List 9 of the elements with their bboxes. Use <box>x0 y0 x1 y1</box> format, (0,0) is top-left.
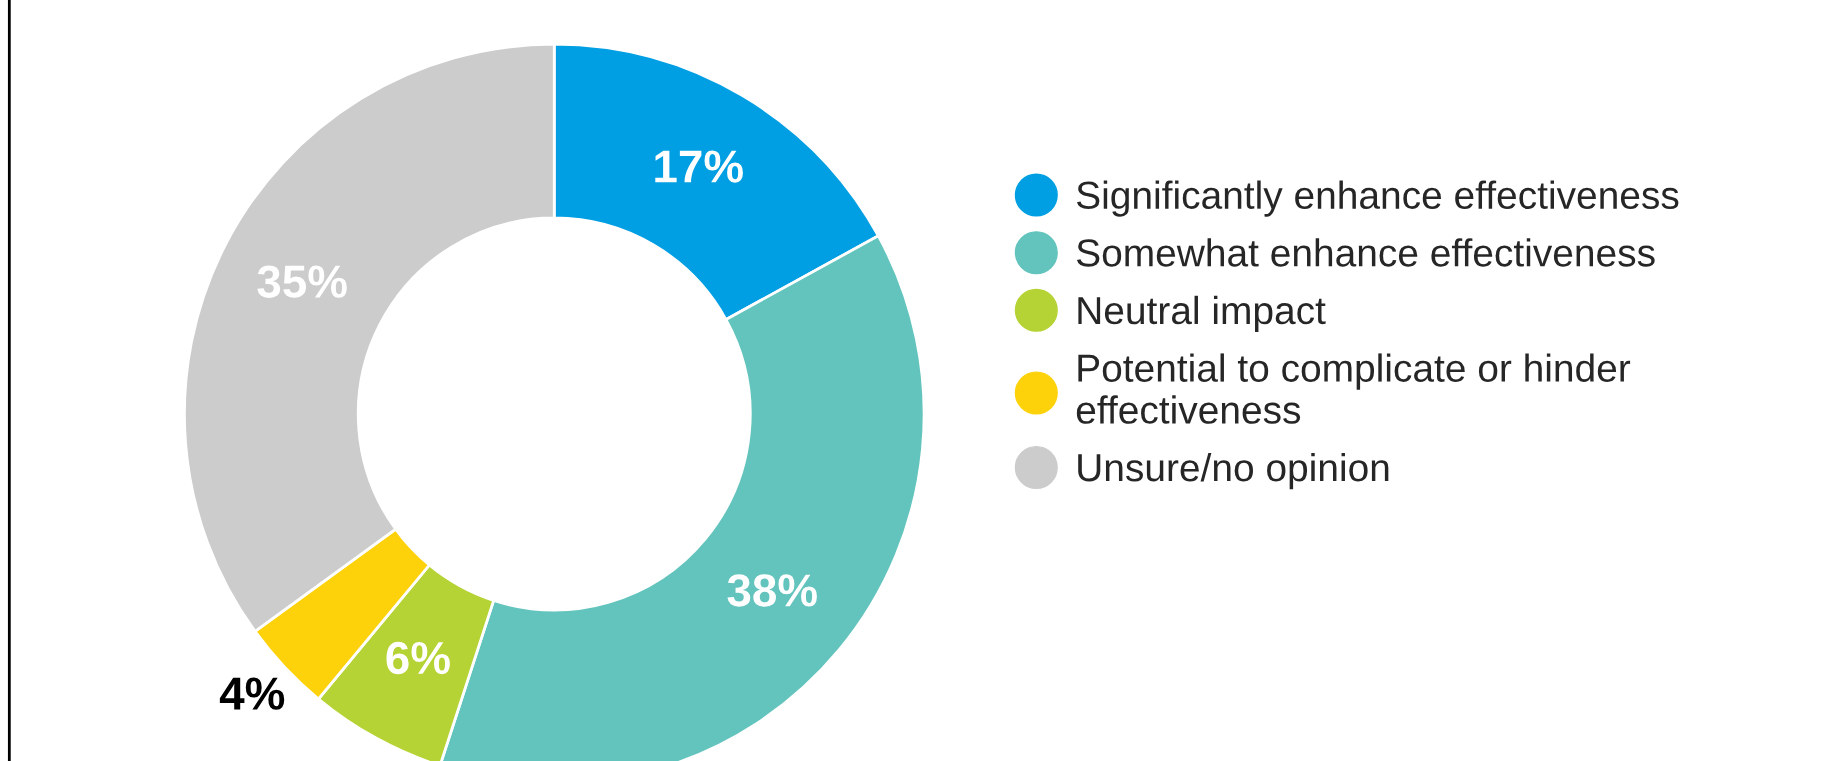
legend-label: Somewhat enhance effectiveness <box>1076 238 1655 267</box>
data-label: 6% <box>386 641 450 675</box>
legend-label: Significantly enhance effectiveness <box>1076 180 1679 217</box>
legend-label: Neutral impact <box>1078 295 1326 333</box>
data-label: 17% <box>655 150 743 183</box>
data-label: 4% <box>219 677 285 710</box>
legend-label: Unsure/no opinion <box>1078 452 1389 490</box>
data-label: 38% <box>727 574 817 607</box>
legend-label: Potential to complicate or hinder effectiveness <box>1076 353 1631 424</box>
